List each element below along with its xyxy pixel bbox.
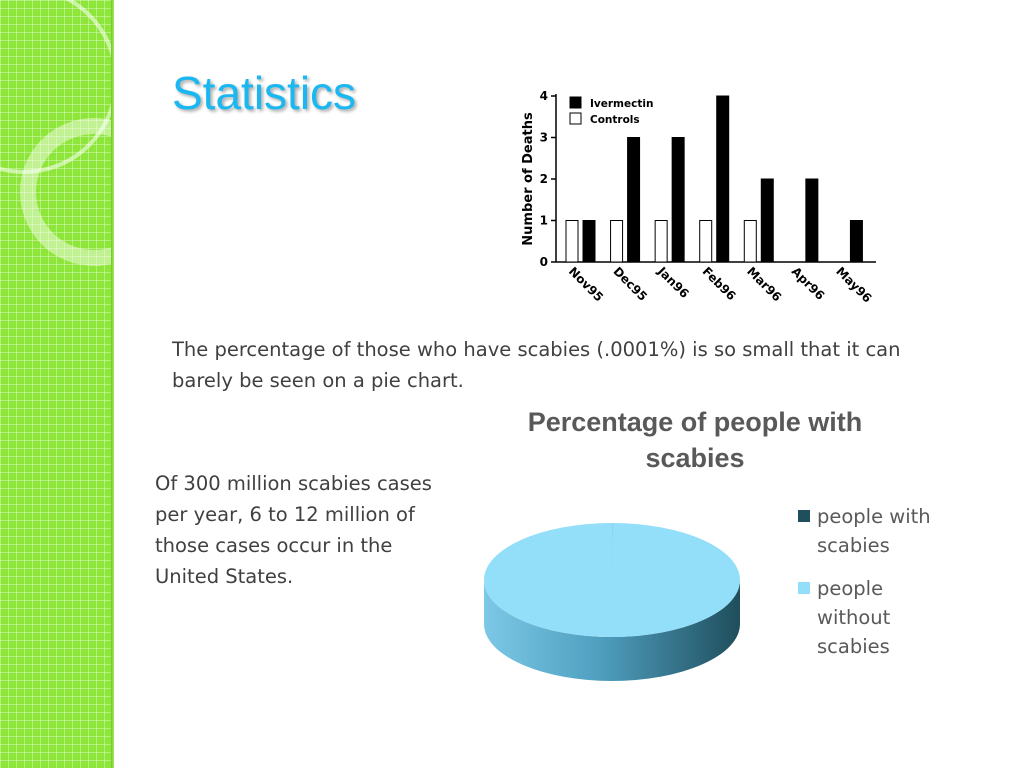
bar-controls-dec95 — [610, 220, 624, 263]
bar-ivermectin-apr96 — [805, 178, 819, 263]
y-tick-label: 0 — [540, 255, 548, 269]
x-tick-label: Jan96 — [654, 264, 691, 301]
y-axis-label: Number of Deaths — [521, 112, 536, 246]
us-cases-text: Of 300 million scabies cases per year, 6… — [155, 472, 432, 588]
legend-item-without-scabies: people without scabies — [798, 574, 998, 661]
x-tick-label: Nov95 — [566, 264, 606, 304]
legend-swatch — [798, 510, 810, 522]
scabies-pie-chart — [478, 516, 746, 688]
decorative-sidebar — [0, 0, 114, 768]
deaths-bar-chart: 0 1 2 3 4 Number of Deaths Nov95 Dec95 Jan96 Feb… — [510, 84, 890, 316]
pie-legend: people with scabies people without scabi… — [798, 502, 998, 675]
bar-ivermectin-may96 — [849, 220, 863, 263]
bar-ivermectin-jan96 — [671, 137, 685, 263]
legend-label: people with scabies — [817, 505, 931, 557]
x-tick-label: Mar96 — [744, 264, 784, 304]
legend-label: Controls — [590, 114, 640, 126]
y-tick-label: 1 — [540, 214, 548, 228]
legend-label: people without scabies — [817, 577, 891, 658]
bar-controls-mar96 — [743, 220, 757, 263]
legend-label: Ivermectin — [590, 98, 653, 110]
legend-swatch — [798, 582, 810, 594]
y-tick-label: 2 — [540, 172, 548, 186]
legend-swatch — [569, 112, 582, 125]
slide-title: Statistics — [172, 67, 357, 119]
bar-controls-nov95 — [565, 220, 579, 263]
y-tick-label: 3 — [540, 131, 548, 145]
x-tick-label: Apr96 — [789, 264, 828, 303]
bar-ivermectin-feb96 — [716, 95, 730, 263]
bar-controls-feb96 — [699, 220, 713, 263]
pie-side-without-scabies — [484, 580, 740, 681]
legend-item-with-scabies: people with scabies — [798, 502, 998, 560]
pie-chart-svg — [484, 523, 740, 681]
x-tick-label: Dec95 — [610, 264, 650, 304]
bar-ivermectin-mar96 — [760, 178, 774, 263]
x-tick-label: Feb96 — [700, 264, 739, 303]
bar-ivermectin-dec95 — [627, 137, 641, 263]
legend-swatch — [569, 96, 582, 109]
x-tick-label: May96 — [833, 264, 874, 305]
bar-ivermectin-nov95 — [582, 220, 596, 263]
pie-note-text: The percentage of those who have scabies… — [172, 338, 901, 392]
bar-controls-jan96 — [654, 220, 668, 263]
y-tick-label: 4 — [540, 89, 548, 103]
pie-chart-title: Percentage of people with scabies — [527, 407, 863, 473]
bar-chart-svg: 0 1 2 3 4 Number of Deaths Nov95 Dec95 Jan96 Feb… — [521, 89, 876, 305]
